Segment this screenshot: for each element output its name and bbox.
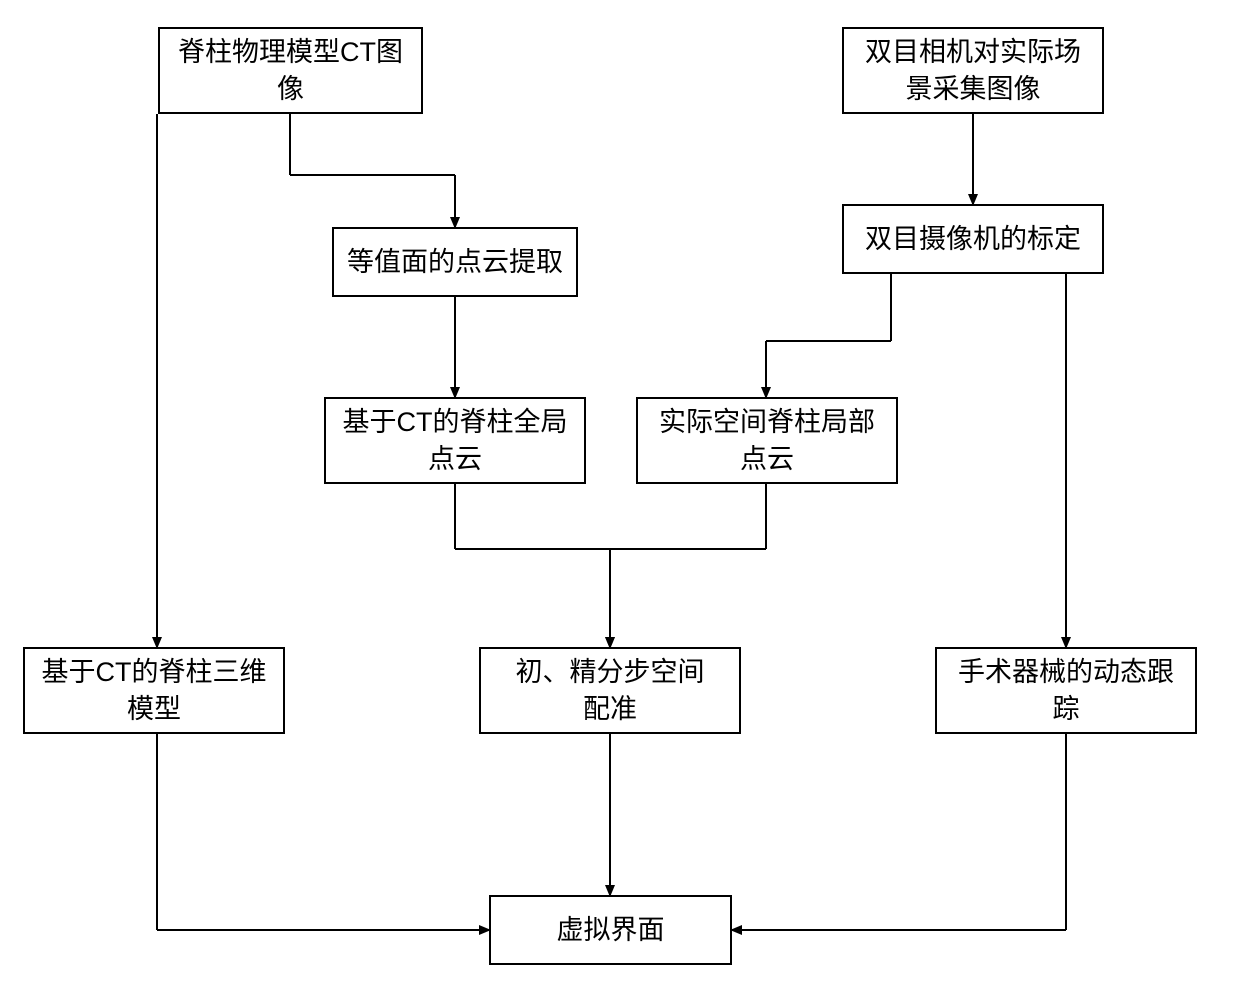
node-label: 手术器械的动态跟踪 <box>958 654 1174 727</box>
node-label: 脊柱物理模型CT图像 <box>178 34 403 107</box>
node-tool_track: 手术器械的动态跟踪 <box>935 647 1197 734</box>
node-label: 基于CT的脊柱三维模型 <box>42 654 267 727</box>
node-registration: 初、精分步空间配准 <box>479 647 741 734</box>
node-label: 等值面的点云提取 <box>347 244 563 280</box>
node-label: 双目相机对实际场景采集图像 <box>865 34 1081 107</box>
node-label: 初、精分步空间配准 <box>516 654 705 727</box>
node-virtual_ui: 虚拟界面 <box>489 895 732 965</box>
node-stereo_capture: 双目相机对实际场景采集图像 <box>842 27 1104 114</box>
node-label: 基于CT的脊柱全局点云 <box>343 404 568 477</box>
node-ct_image: 脊柱物理模型CT图像 <box>158 27 423 114</box>
node-stereo_calib: 双目摄像机的标定 <box>842 204 1104 274</box>
node-label: 虚拟界面 <box>557 912 665 948</box>
node-label: 双目摄像机的标定 <box>865 221 1081 257</box>
flow-arrows <box>0 0 1240 1003</box>
node-iso_extract: 等值面的点云提取 <box>332 227 578 297</box>
node-real_local_cloud: 实际空间脊柱局部点云 <box>636 397 898 484</box>
node-label: 实际空间脊柱局部点云 <box>659 404 875 477</box>
node-ct_3d_model: 基于CT的脊柱三维模型 <box>23 647 285 734</box>
node-ct_global_cloud: 基于CT的脊柱全局点云 <box>324 397 586 484</box>
